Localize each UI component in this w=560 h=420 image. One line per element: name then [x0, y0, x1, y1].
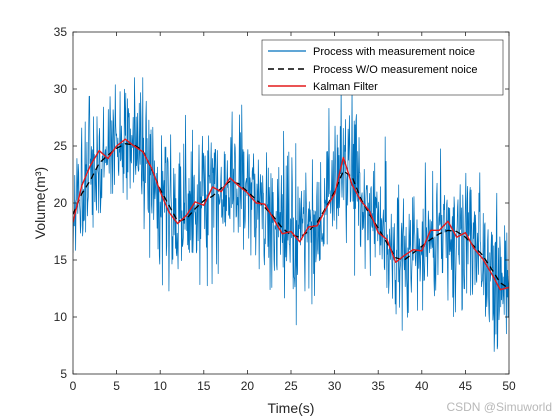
x-tick-label: 25 — [284, 379, 298, 393]
x-axis-label: Time(s) — [268, 400, 315, 416]
legend: Process with measurement noice Process W… — [261, 39, 504, 96]
legend-label-kalman: Kalman Filter — [313, 81, 378, 93]
x-tick-label: 0 — [70, 379, 77, 393]
y-tick-label: 35 — [54, 25, 68, 39]
y-axis-label: Volume(m³) — [32, 167, 48, 239]
legend-label-noisy: Process with measurement noice — [313, 46, 475, 58]
series-kalman-filter — [73, 138, 509, 291]
x-axis: 0 5 10 15 20 25 30 35 40 45 50 — [70, 32, 516, 393]
x-tick-label: 40 — [415, 379, 429, 393]
watermark: CSDN @Simuworld — [446, 400, 552, 414]
legend-label-true: Process W/O measurement noice — [313, 64, 477, 76]
series-layer — [73, 77, 509, 352]
x-tick-label: 35 — [372, 379, 386, 393]
x-tick-label: 20 — [241, 379, 255, 393]
x-tick-label: 30 — [328, 379, 342, 393]
series-noisy-measurement — [73, 77, 509, 352]
y-tick-label: 10 — [54, 310, 68, 324]
y-tick-label: 20 — [54, 196, 68, 210]
y-axis: 5 10 15 20 25 30 35 — [54, 25, 509, 381]
x-tick-label: 15 — [197, 379, 211, 393]
x-tick-label: 10 — [154, 379, 168, 393]
y-tick-label: 15 — [54, 253, 68, 267]
y-tick-label: 5 — [60, 367, 67, 381]
x-tick-label: 5 — [113, 379, 120, 393]
y-tick-label: 25 — [54, 139, 68, 153]
x-tick-label: 45 — [459, 379, 473, 393]
y-tick-label: 30 — [54, 82, 68, 96]
x-tick-label: 50 — [502, 379, 516, 393]
